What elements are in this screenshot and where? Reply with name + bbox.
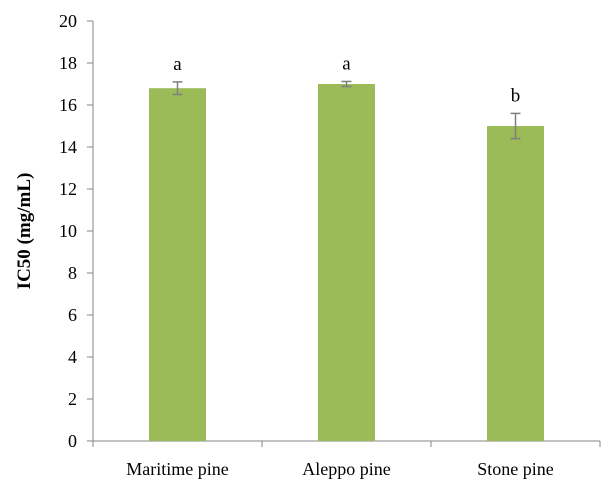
x-tick-label: Maritime pine	[126, 459, 228, 479]
y-tick-label: 4	[68, 347, 77, 367]
y-axis-title: IC50 (mg/mL)	[14, 173, 35, 290]
y-axis: 0 2 4 6 8 10 12 14 16 18 20	[59, 11, 94, 451]
y-tick-label: 0	[68, 431, 77, 451]
bars	[149, 84, 544, 441]
bar	[487, 126, 544, 441]
bar	[318, 84, 375, 441]
error-bars	[172, 80, 521, 140]
y-tick-label: 8	[68, 263, 77, 283]
significance-label: b	[511, 85, 521, 106]
x-tick-label: Stone pine	[477, 459, 554, 479]
y-tick-label: 18	[59, 53, 77, 73]
y-tick-label: 12	[59, 179, 77, 199]
y-tick-label: 14	[59, 137, 77, 157]
y-tick-label: 16	[59, 95, 77, 115]
y-tick-label: 10	[59, 221, 77, 241]
y-tick-label: 6	[68, 305, 77, 325]
bar	[149, 88, 206, 441]
y-tick-label: 20	[59, 11, 77, 31]
significance-labels: a a b	[173, 53, 520, 106]
significance-label: a	[342, 53, 351, 74]
y-tick-label: 2	[68, 389, 77, 409]
x-tick-label: Aleppo pine	[302, 459, 390, 479]
x-axis: Maritime pine Aleppo pine Stone pine	[92, 440, 601, 479]
significance-label: a	[173, 54, 182, 75]
